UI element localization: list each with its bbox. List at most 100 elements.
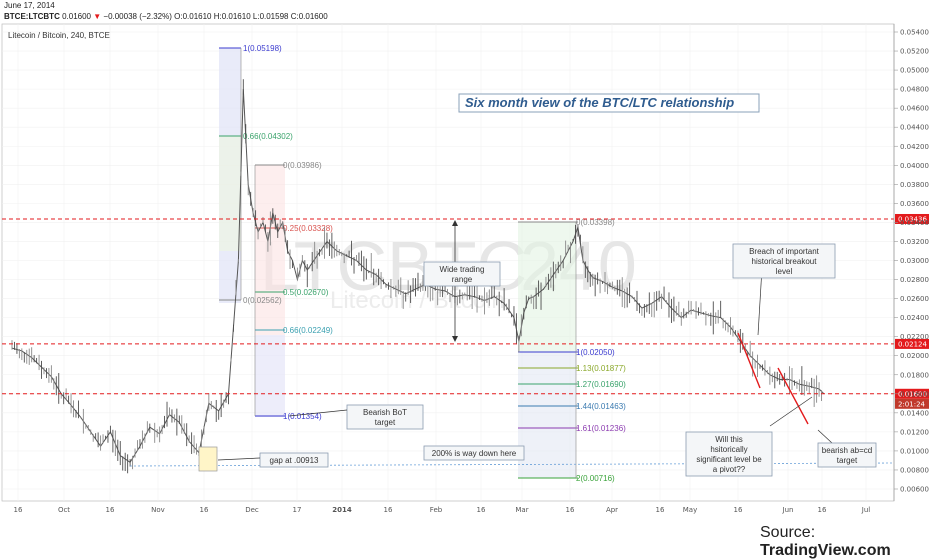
y-tick-label: 0.04400 [900, 124, 929, 132]
annotation-text: target [837, 456, 858, 465]
price-tag [895, 338, 929, 349]
last-price: 0.01600 [62, 12, 91, 21]
source-brand: TradingView.com [760, 542, 891, 559]
y-tick-label: 0.02600 [900, 295, 929, 303]
y-tick-label: 0.04000 [900, 162, 929, 170]
annotation-box [685, 431, 773, 477]
y-axis: 0.05400 0.05200 0.05000 0.04800 0.04600 0.044… [893, 24, 929, 501]
breach-pointer [757, 267, 763, 336]
annotation-box [732, 243, 836, 279]
fib-label: 0.5(0.02670) [283, 288, 329, 297]
arrow-down-icon [452, 336, 458, 342]
price-tag-label: 0.03436 [898, 215, 927, 223]
watermark-name: Litecoin / Bitcoin [330, 287, 505, 314]
change-value: −0.00038 (−2.32%) [103, 12, 172, 21]
x-tick-label: Dec [245, 506, 259, 514]
x-tick-label: Jun [782, 506, 794, 514]
ohlc-line: BTCE:LTCBTC 0.01600 ▼ −0.00038 (−2.32%) … [4, 11, 604, 22]
price-tag [895, 213, 929, 224]
fib-label: 0.66(0.02249) [283, 326, 333, 335]
fib-label: 1(0.01354) [283, 412, 322, 421]
chart-title: Litecoin / Bitcoin, 240, BTCE [8, 31, 110, 40]
y-tick-label: 0.04800 [900, 86, 929, 94]
fib-label: 0(0.02562) [243, 296, 282, 305]
annotation-text: Will this [715, 435, 743, 444]
annotation-text: bearish ab=cd [822, 446, 872, 455]
fib-label: 0.66(0.04302) [243, 132, 293, 141]
x-tick-label: 16 [477, 506, 486, 514]
abcd-pointer [817, 429, 833, 444]
y-tick-label: 0.00600 [900, 486, 929, 494]
source-prefix: Source: [760, 524, 816, 541]
annotation-text: hsitorically [710, 445, 747, 454]
y-tick-label: 0.02400 [900, 314, 929, 322]
annotation-text: level [776, 267, 793, 276]
x-tick-label: 2014 [332, 506, 352, 514]
x-tick-label: 16 [14, 506, 23, 514]
y-tick-label: 0.05400 [900, 29, 929, 37]
fib-label: 1(0.02050) [576, 348, 615, 357]
y-tick-label: 0.02000 [900, 352, 929, 360]
annotation-text: significant level be [696, 455, 762, 464]
grid [2, 24, 894, 501]
gap-pointer [217, 457, 261, 461]
main-annotation: Six month view of the BTC/LTC relationsh… [465, 95, 734, 110]
y-tick-label: 0.01000 [900, 447, 929, 455]
low-value: L:0.01598 [252, 12, 289, 21]
annotation-text: Wide trading [440, 265, 485, 274]
main-annotation-box [458, 93, 760, 113]
y-tick-label: 0.01800 [900, 371, 929, 379]
close-value: C:0.01600 [290, 12, 328, 21]
y-tick-label: 0.01200 [900, 428, 929, 436]
x-tick-label: Oct [58, 506, 70, 514]
y-tick-label: 0.04600 [900, 105, 929, 113]
down-arrow-icon: ▼ [93, 12, 102, 21]
annotation-box [259, 452, 329, 468]
y-tick-label: 0.02200 [900, 333, 929, 341]
price-tag [895, 388, 929, 399]
annotation-text: Bearish BoT [363, 408, 407, 417]
y-tick-label: 0.02800 [900, 276, 929, 284]
x-tick-label: 16 [384, 506, 393, 514]
annotation-text: Breach of important [749, 247, 820, 256]
fib-label: 0.25(0.03328) [283, 224, 333, 233]
y-tick-label: 0.04200 [900, 143, 929, 151]
high-value: H:0.01610 [213, 12, 251, 21]
chart-header: June 17, 2014 BTCE:LTCBTC 0.01600 ▼ −0.0… [4, 0, 604, 22]
price-tag [895, 398, 929, 409]
x-tick-label: Jul [861, 506, 871, 514]
source-credit: Source: TradingView.com [760, 524, 932, 560]
price-tag-label: 0.02124 [898, 340, 927, 348]
x-tick-label: 16 [734, 506, 743, 514]
fib-label: 0(0.03398) [576, 218, 615, 227]
x-tick-label: 16 [656, 506, 665, 514]
fib-levels: 1(0.05198) 0.66(0.04302) 0(0.03986) 0.25(0.… [219, 44, 626, 483]
y-tick-label: 0.03000 [900, 257, 929, 265]
fib-zone-right-grey [518, 352, 576, 478]
y-tick-label: 0.00800 [900, 466, 929, 474]
x-tick-label: Mar [515, 506, 528, 514]
gap-box [198, 446, 218, 472]
x-tick-label: 16 [200, 506, 209, 514]
y-tick-label: 0.05000 [900, 67, 929, 75]
y-tick-label: 0.03800 [900, 181, 929, 189]
trend-line-1 [737, 332, 761, 389]
arrow-up-icon [452, 220, 458, 226]
annotation-text: 200% is way down here [432, 449, 517, 458]
y-tick-label: 0.03600 [900, 200, 929, 208]
x-tick-label: 16 [566, 506, 575, 514]
fib-label: 1(0.05198) [243, 44, 282, 53]
fib-label: 1.44(0.01463) [576, 402, 626, 411]
y-tick-label: 0.01600 [900, 390, 929, 398]
annotation-box [423, 261, 501, 287]
x-tick-label: May [683, 506, 697, 514]
y-tick-label: 0.03200 [900, 238, 929, 246]
annotation-text: target [375, 418, 396, 427]
x-tick-label: 16 [106, 506, 115, 514]
x-tick-label: 16 [818, 506, 827, 514]
x-tick-label: Feb [430, 506, 443, 514]
annotation-box [423, 445, 525, 461]
fib-label: 0(0.03986) [283, 161, 322, 170]
